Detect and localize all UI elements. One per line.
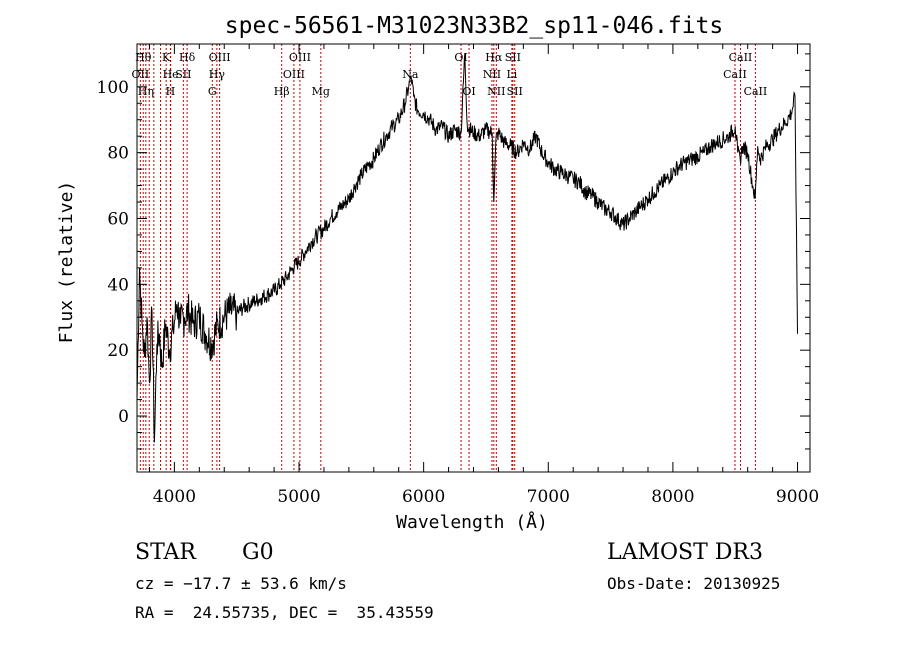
line-label: H xyxy=(166,85,176,98)
y-tick-label: 20 xyxy=(107,341,129,361)
redshift-readout: cz = −17.7 ± 53.6 km/s xyxy=(135,574,347,593)
line-label: NII xyxy=(487,85,505,98)
survey-name: LAMOST DR3 xyxy=(607,540,763,565)
line-label: CaII xyxy=(723,68,747,81)
y-tick-label: 0 xyxy=(118,407,129,427)
y-tick-label: 60 xyxy=(107,209,129,229)
plot-frame xyxy=(136,43,811,473)
line-label: Hδ xyxy=(179,51,196,64)
spectral-line-labels: Hθ OII Hη K He H SII Hδ G Hγ OIII Hβ OIII OIII Mg Na OI O… xyxy=(132,51,768,98)
line-label: NII xyxy=(483,68,501,81)
line-label: OIII xyxy=(209,51,231,64)
y-axis-label: Flux (relative) xyxy=(56,181,77,344)
line-label: SII xyxy=(507,85,523,98)
line-label: Hγ xyxy=(209,68,226,81)
line-label: Hη xyxy=(138,85,154,98)
line-label: He xyxy=(163,68,179,81)
line-label: CaII xyxy=(729,51,753,64)
line-label: Hα xyxy=(485,51,503,64)
y-tick-label: 80 xyxy=(107,144,129,164)
x-tick-label: 6000 xyxy=(402,487,445,507)
line-label: SII xyxy=(505,51,521,64)
x-tick-label: 4000 xyxy=(153,487,196,507)
object-class: STAR xyxy=(135,540,196,565)
spectrum-line xyxy=(136,53,798,443)
x-tick-label: 7000 xyxy=(527,487,570,507)
x-axis-ticks: 4000 5000 6000 7000 8000 9000 xyxy=(148,44,819,507)
line-label: Mg xyxy=(312,85,330,98)
line-label: OI xyxy=(462,85,475,98)
x-tick-label: 8000 xyxy=(651,487,694,507)
chart-title: spec-56561-M31023N33B2_sp11-046.fits xyxy=(225,13,724,39)
x-tick-label: 5000 xyxy=(277,487,320,507)
line-label: Hβ xyxy=(274,85,290,98)
line-label: Na xyxy=(402,68,419,81)
line-label: OIII xyxy=(283,68,305,81)
y-tick-label: 40 xyxy=(107,275,129,295)
line-label: Hθ xyxy=(135,51,152,64)
y-axis-ticks: 0 20 40 60 80 100 xyxy=(97,53,810,450)
line-label: OII xyxy=(132,68,150,81)
line-label: CaII xyxy=(744,85,768,98)
line-label: OI xyxy=(454,51,467,64)
line-label: OIII xyxy=(289,51,311,64)
line-label: Li xyxy=(506,68,517,81)
x-axis-label: Wavelength (Å) xyxy=(396,511,548,533)
spectral-line-markers xyxy=(139,44,756,472)
object-subclass: G0 xyxy=(242,540,274,565)
obs-date: Obs-Date: 20130925 xyxy=(607,574,781,593)
coordinates: RA = 24.55735, DEC = 35.43559 xyxy=(135,603,434,622)
line-label: K xyxy=(162,51,171,64)
y-tick-label: 100 xyxy=(97,78,129,98)
line-label: G xyxy=(208,85,217,98)
x-tick-label: 9000 xyxy=(776,487,819,507)
line-label: SII xyxy=(175,68,191,81)
